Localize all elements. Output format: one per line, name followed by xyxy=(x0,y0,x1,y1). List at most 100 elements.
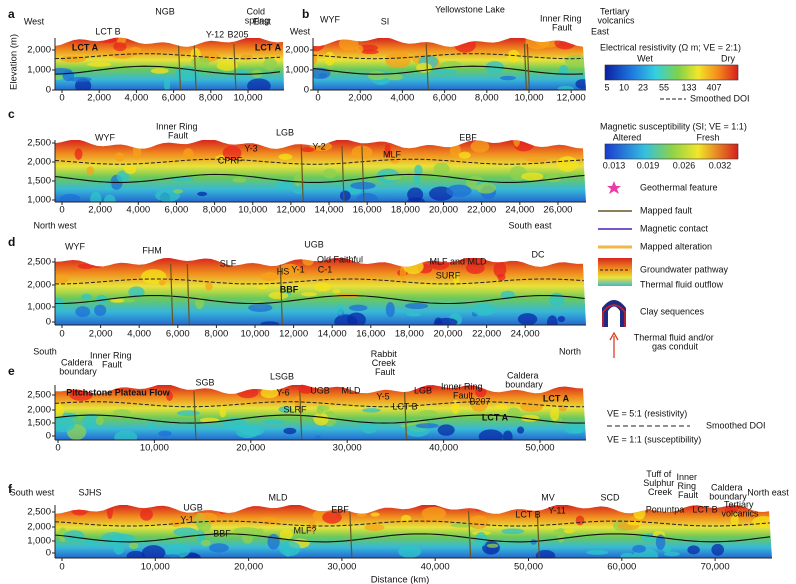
anomaly xyxy=(176,410,200,417)
anomaly xyxy=(205,282,213,291)
anomaly xyxy=(268,291,289,300)
x-tick-label: 12,000 xyxy=(557,93,586,104)
annotation: WYF xyxy=(65,241,85,251)
legend-text: 10 xyxy=(619,82,629,92)
star-swatch xyxy=(607,181,621,194)
anomaly xyxy=(113,543,125,555)
annotation: Tertiary volcanics xyxy=(597,7,635,26)
clay-rim xyxy=(602,304,626,327)
anomaly xyxy=(454,37,476,53)
annotation: UGB xyxy=(183,502,203,512)
anomaly xyxy=(240,424,265,436)
annotation: SLRF xyxy=(283,404,307,414)
anomaly xyxy=(575,79,586,89)
anomaly xyxy=(332,289,341,294)
annotation: Rabbit Creek Fault xyxy=(371,349,400,377)
annotation: Y-3 xyxy=(244,143,257,153)
anomaly xyxy=(730,513,739,527)
annotation: MLF? xyxy=(293,525,316,535)
y-axis-label: Elevation (m) xyxy=(9,34,20,90)
clay-swatch xyxy=(602,300,626,327)
y-tick-label: 0 xyxy=(304,85,309,96)
anomaly xyxy=(128,286,145,298)
conduit-arrowhead xyxy=(609,331,619,341)
anomaly xyxy=(556,156,579,172)
annotation: HS xyxy=(277,266,290,276)
x-tick-label: 16,000 xyxy=(353,205,382,216)
anomaly xyxy=(358,44,378,52)
annotation: BBF xyxy=(213,528,231,538)
annotation: DC xyxy=(532,249,545,259)
annotation: West xyxy=(24,16,45,26)
anomaly xyxy=(557,85,574,90)
panel: c 0 2,000 4,000 6,000 8,000 10,000 12,000 14,000… xyxy=(8,107,586,216)
outflow-path xyxy=(55,53,281,60)
anomaly xyxy=(77,263,95,269)
anomaly xyxy=(240,54,254,61)
anomaly xyxy=(82,413,101,429)
x-tick-label: 14,000 xyxy=(315,205,344,216)
legend-text: Groundwater pathway xyxy=(640,264,729,274)
panel-label: e xyxy=(8,364,15,378)
anomaly xyxy=(493,261,507,278)
anomaly xyxy=(164,77,171,90)
anomaly xyxy=(494,404,508,410)
anomaly xyxy=(278,406,293,413)
annotation: Caldera boundary xyxy=(709,483,747,502)
anomaly xyxy=(199,417,220,423)
x-tick-label: 4,000 xyxy=(127,329,151,340)
anomaly xyxy=(470,140,490,153)
annotation: North xyxy=(559,346,581,356)
x-tick-label: 10,000 xyxy=(240,329,269,340)
annotation: East xyxy=(253,16,272,26)
annotation: Pitchstone Plateau Flow xyxy=(66,387,171,397)
x-tick-label: 0 xyxy=(55,443,60,454)
legend-text: VE = 1:1 (susceptibility) xyxy=(607,434,701,444)
anomaly xyxy=(219,407,227,418)
anomaly xyxy=(69,76,92,82)
anomaly xyxy=(557,315,566,323)
anomaly xyxy=(517,313,538,325)
x-tick-label: 40,000 xyxy=(421,562,450,573)
smoothed-doi xyxy=(55,173,586,183)
x-tick-label: 8,000 xyxy=(203,205,227,216)
annotation: SLF xyxy=(220,258,237,268)
x-tick-label: 4,000 xyxy=(391,93,415,104)
anomaly xyxy=(313,55,318,64)
x-tick-label: 8,000 xyxy=(205,329,229,340)
legend-text: Smoothed DOI xyxy=(706,420,766,430)
mapped-fault xyxy=(403,390,408,440)
anomaly xyxy=(336,304,344,315)
mapped-fault xyxy=(177,43,182,90)
x-tick-label: 20,000 xyxy=(234,562,263,573)
x-tick-label: 20,000 xyxy=(429,205,458,216)
anomaly xyxy=(550,408,560,421)
x-tick-label: 4,000 xyxy=(126,205,150,216)
anomaly xyxy=(687,545,700,555)
anomaly xyxy=(217,504,229,515)
x-tick-label: 22,000 xyxy=(472,329,501,340)
anomaly xyxy=(139,508,153,521)
annotation: B207 xyxy=(469,396,490,406)
anomaly xyxy=(95,294,108,304)
x-tick-label: 12,000 xyxy=(276,205,305,216)
y-tick-label: 0 xyxy=(46,317,51,328)
anomaly xyxy=(663,551,680,557)
anomaly xyxy=(141,269,167,284)
annotation: Tuff of Sulphur Creek xyxy=(643,469,677,497)
annotation: UGB xyxy=(310,385,330,395)
anomaly xyxy=(403,258,424,275)
anomaly xyxy=(355,45,364,53)
annotation: Y-1 xyxy=(291,264,304,274)
anomaly xyxy=(472,303,496,316)
anomaly xyxy=(148,421,155,429)
annotation: LCT B xyxy=(392,401,417,411)
legend-text: Thermal fluid outflow xyxy=(640,279,724,289)
panel: a 0 2,000 4,000 6,000 8,000 10,000 2,000 1,000 0 xyxy=(8,7,284,104)
anomaly xyxy=(55,67,72,75)
annotation: Y-6 xyxy=(276,387,289,397)
x-tick-label: 6,000 xyxy=(433,93,457,104)
anomaly xyxy=(132,144,142,160)
anomaly xyxy=(236,386,259,399)
cross-section xyxy=(55,139,586,202)
